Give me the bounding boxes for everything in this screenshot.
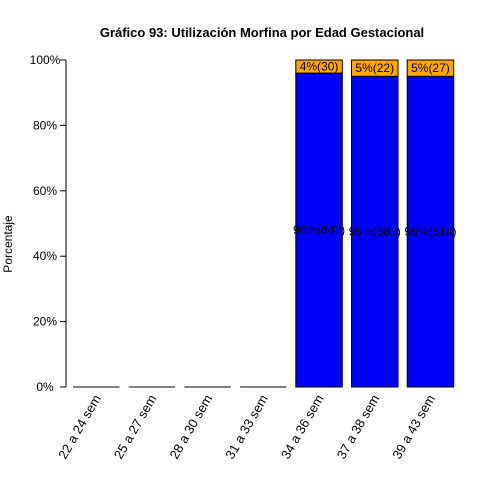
data-label: 95%(514) (404, 225, 456, 239)
y-tick-label: 20% (33, 315, 57, 329)
y-tick-label: 80% (33, 118, 57, 132)
x-tick-label: 25 a 27 sem (111, 392, 160, 461)
x-axis-labels: 22 a 24 sem 25 a 27 sem 28 a 30 sem 31 a 33… (55, 392, 438, 461)
x-tick-label: 39 a 43 sem (389, 392, 438, 461)
y-axis: 0% 20% 40% 60% 80% 100% (30, 53, 67, 394)
x-tick-label: 28 a 30 sem (166, 392, 215, 461)
y-tick-label: 0% (36, 380, 54, 394)
data-label: 4%(30) (300, 60, 339, 74)
bar-segment (351, 75, 399, 388)
bars (73, 59, 455, 388)
x-tick-label: 34 a 36 sem (278, 392, 327, 461)
x-tick-label: 31 a 33 sem (222, 392, 271, 461)
y-tick-label: 60% (33, 184, 57, 198)
data-label: 96%(643) (293, 223, 345, 237)
data-labels: 96%(643) 4%(30) 95%(383) 5%(22) 95%(514) 5%(2… (293, 60, 456, 239)
y-axis-label: Porcentaje (1, 215, 15, 273)
data-label: 5%(22) (355, 61, 394, 75)
bar-segment (406, 75, 455, 388)
chart-title: Gráfico 93: Utilización Morfina por Edad… (100, 25, 424, 40)
x-tick-label: 37 a 38 sem (334, 392, 383, 461)
y-tick-label: 100% (30, 53, 61, 67)
data-label: 5%(27) (411, 61, 450, 75)
bar-segment (351, 59, 399, 77)
bar-segment (295, 72, 343, 388)
bar-segment (295, 59, 343, 74)
bar-segment (406, 59, 455, 77)
data-label: 95%(383) (349, 225, 401, 239)
x-tick-label: 22 a 24 sem (55, 392, 104, 461)
y-tick-label: 40% (33, 249, 57, 263)
